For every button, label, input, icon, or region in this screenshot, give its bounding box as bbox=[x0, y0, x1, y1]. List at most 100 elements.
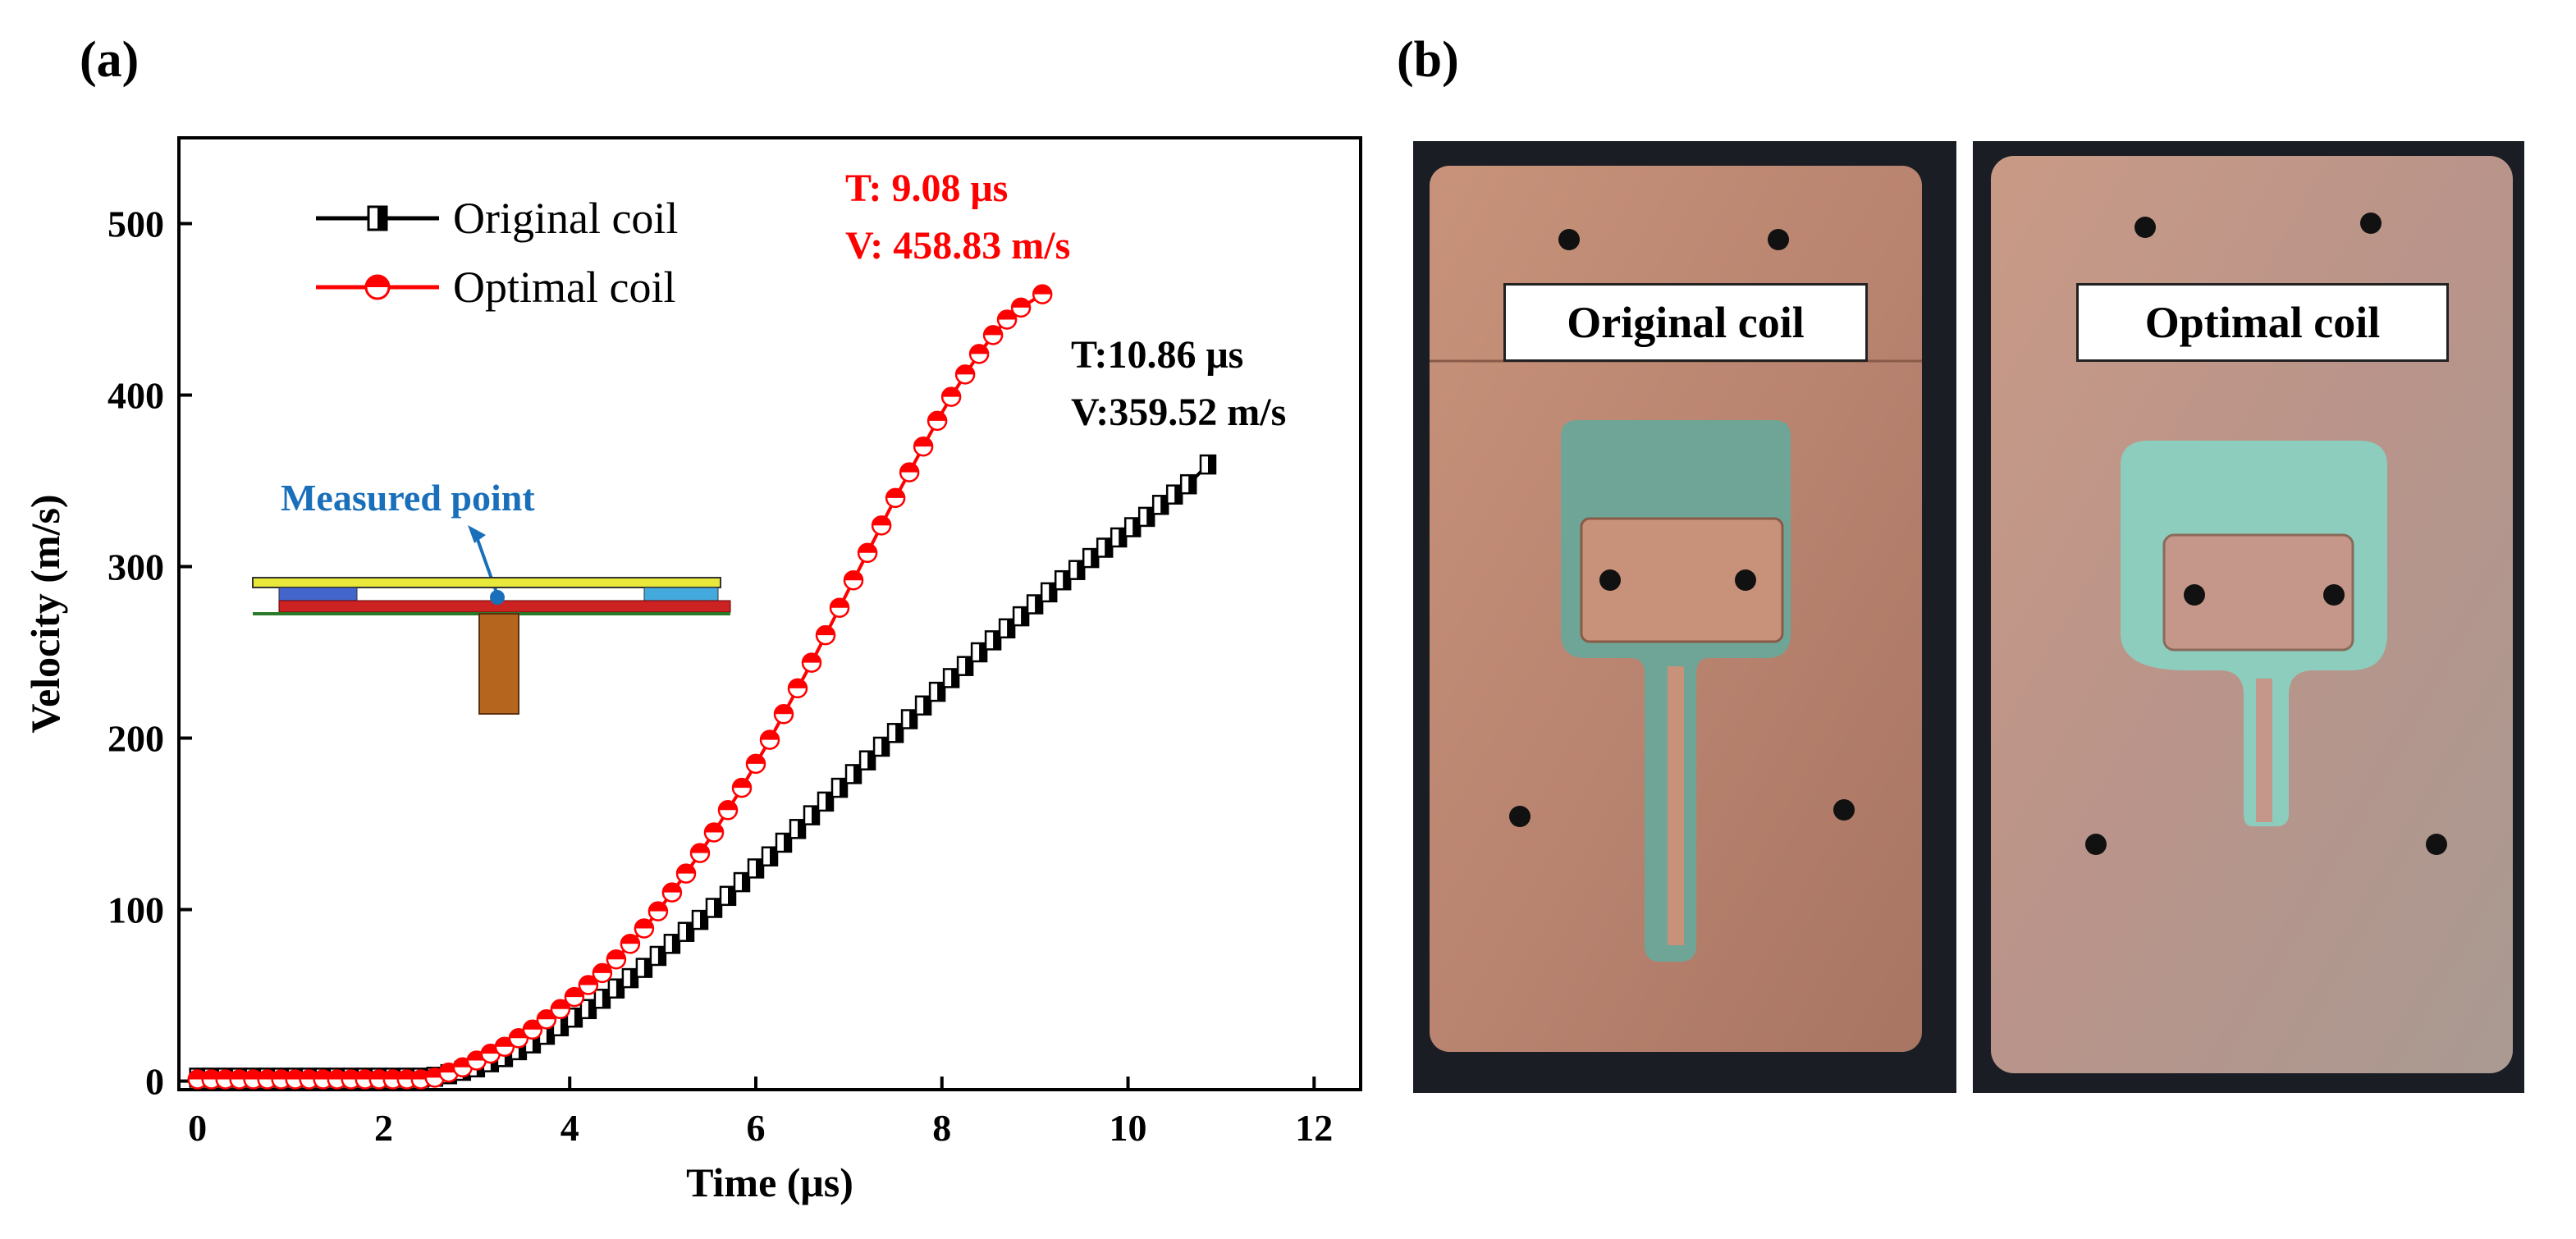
data-point bbox=[635, 958, 653, 978]
annotation-optimal-velocity: V: 458.83 m/s bbox=[845, 224, 1070, 267]
x-tick-label-4: 8 bbox=[932, 1107, 951, 1149]
x-tick-label-5: 10 bbox=[1110, 1107, 1147, 1149]
data-point bbox=[564, 986, 585, 1008]
original-coil-illustration bbox=[1430, 166, 1922, 1052]
data-point bbox=[998, 618, 1016, 639]
legend-label-optimal: Optimal coil bbox=[453, 263, 675, 312]
data-point bbox=[745, 753, 766, 775]
data-point bbox=[677, 921, 695, 942]
data-point bbox=[942, 668, 960, 688]
data-point bbox=[803, 805, 821, 825]
data-point bbox=[899, 462, 920, 482]
data-point bbox=[1026, 594, 1044, 615]
data-point bbox=[773, 704, 794, 725]
y-tick-label-5: 500 bbox=[108, 203, 164, 245]
data-point bbox=[731, 777, 753, 798]
y-tick-label-0: 0 bbox=[145, 1061, 164, 1103]
x-axis-label: Time (μs) bbox=[686, 1159, 853, 1205]
data-point bbox=[1096, 537, 1114, 558]
y-tick-label-3: 300 bbox=[108, 546, 164, 588]
data-point bbox=[647, 901, 669, 921]
data-point bbox=[761, 846, 779, 866]
data-point bbox=[593, 988, 611, 1009]
x-tick-label-6: 12 bbox=[1295, 1107, 1333, 1149]
data-point bbox=[1165, 484, 1183, 505]
legend-marker-optimal bbox=[364, 274, 391, 300]
data-point bbox=[1010, 297, 1032, 318]
data-point bbox=[956, 656, 974, 676]
data-point bbox=[954, 364, 976, 385]
x-tick-label-2: 4 bbox=[560, 1107, 579, 1149]
data-point bbox=[719, 885, 737, 907]
data-point bbox=[661, 882, 683, 903]
data-point bbox=[550, 999, 571, 1020]
data-point bbox=[257, 1069, 277, 1090]
y-tick-label-2: 200 bbox=[108, 718, 164, 760]
data-point bbox=[522, 1019, 543, 1040]
data-point bbox=[815, 624, 836, 646]
data-point bbox=[675, 863, 697, 884]
data-point bbox=[900, 709, 918, 729]
velocity-chart: 0 2 4 6 8 10 12 0 100 200 300 400 500 Time (μs) Velo… bbox=[22, 136, 1362, 1205]
data-point bbox=[872, 736, 890, 757]
data-point bbox=[452, 1057, 474, 1078]
data-point bbox=[1032, 284, 1053, 304]
data-point bbox=[885, 487, 906, 509]
plot-frame bbox=[177, 136, 1362, 1091]
data-point bbox=[817, 791, 835, 812]
data-point bbox=[733, 871, 751, 893]
data-point bbox=[1082, 547, 1100, 569]
inset-model: Measured point bbox=[252, 477, 731, 715]
data-point bbox=[1137, 506, 1155, 528]
data-point bbox=[789, 819, 807, 839]
data-point bbox=[1110, 527, 1128, 548]
data-point bbox=[703, 822, 725, 843]
data-point bbox=[299, 1069, 319, 1090]
data-point bbox=[1068, 560, 1086, 580]
data-point bbox=[592, 962, 613, 984]
data-point bbox=[844, 764, 862, 784]
data-point bbox=[857, 542, 878, 564]
series-layer bbox=[187, 284, 1217, 1090]
measured-point-label: Measured point bbox=[281, 477, 535, 519]
inset-blue-right bbox=[643, 587, 719, 601]
data-point bbox=[970, 642, 988, 663]
inset-blue-left bbox=[278, 587, 358, 601]
data-point bbox=[927, 410, 948, 432]
data-point bbox=[858, 750, 876, 770]
data-point bbox=[536, 1009, 557, 1030]
data-point bbox=[914, 695, 932, 716]
legend-label-original: Original coil bbox=[453, 194, 678, 243]
data-point bbox=[607, 978, 625, 999]
data-point bbox=[996, 309, 1018, 330]
measured-point-arrowhead bbox=[468, 525, 486, 543]
y-tick-label-1: 100 bbox=[108, 889, 164, 931]
series-line-0 bbox=[197, 463, 1210, 1080]
data-point bbox=[187, 1069, 208, 1090]
original-coil-label: Original coil bbox=[1503, 283, 1868, 362]
data-point bbox=[689, 843, 711, 863]
series-1 bbox=[187, 284, 1053, 1090]
data-point bbox=[717, 800, 739, 821]
data-point bbox=[928, 681, 946, 702]
data-point bbox=[620, 934, 641, 954]
data-point bbox=[1179, 473, 1197, 495]
data-point bbox=[1199, 454, 1217, 475]
data-point bbox=[1012, 606, 1030, 627]
inset-top-plate bbox=[252, 577, 721, 588]
data-point bbox=[886, 723, 904, 743]
data-point bbox=[634, 918, 655, 939]
data-point bbox=[1151, 495, 1169, 515]
series-0 bbox=[189, 454, 1217, 1088]
annotation-original-time: T:10.86 μs bbox=[1071, 333, 1243, 377]
data-point bbox=[663, 934, 681, 954]
panel-b-label: (b) bbox=[1397, 32, 1459, 88]
panel-a-label: (a) bbox=[80, 32, 140, 88]
legend-marker-original bbox=[367, 205, 388, 231]
data-point bbox=[1040, 582, 1058, 603]
axis-ticks: 0 2 4 6 8 10 12 0 100 200 300 400 500 bbox=[108, 203, 1333, 1149]
data-point bbox=[649, 945, 667, 967]
data-point bbox=[621, 967, 639, 989]
x-tick-label-3: 6 bbox=[746, 1107, 765, 1149]
data-point bbox=[508, 1028, 529, 1049]
